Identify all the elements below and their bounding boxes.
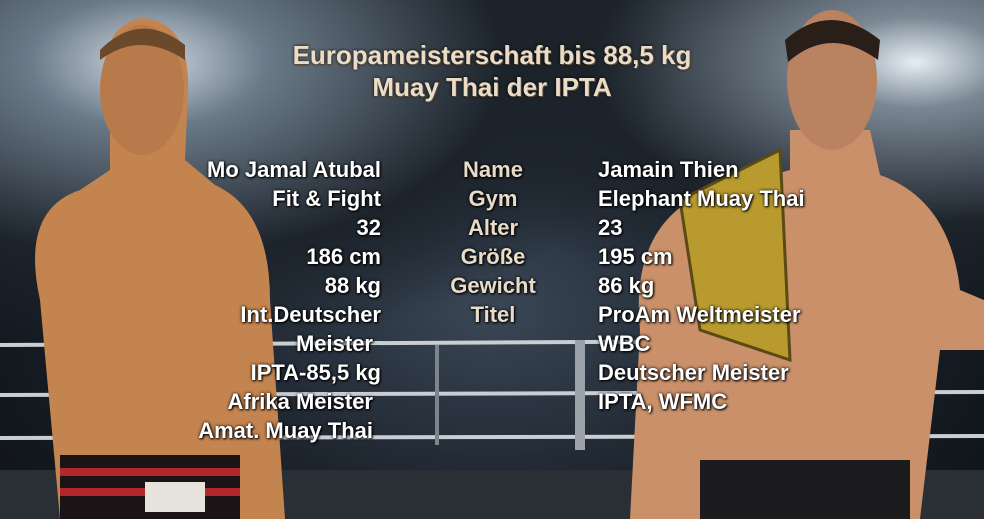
label-title: Titel: [470, 302, 516, 327]
label-gym: Gym: [468, 186, 518, 211]
right-height: 195 cm: [598, 244, 673, 269]
label-age: Alter: [467, 215, 519, 240]
left-title-4: Afrika Meister: [227, 389, 373, 414]
left-title-2: Meister: [295, 331, 373, 356]
left-gym: Fit & Fight: [272, 186, 381, 211]
left-name: Mo Jamal Atubal: [207, 157, 381, 182]
left-weight: 88 kg: [324, 273, 381, 298]
right-title-1: ProAm Weltmeister: [598, 302, 801, 327]
right-title-2: WBC: [598, 331, 651, 356]
left-age: 32: [356, 215, 381, 240]
left-height: 186 cm: [306, 244, 381, 269]
fighter-left-image: [35, 18, 285, 519]
left-title-1: Int.Deutscher: [240, 302, 381, 327]
event-title: Europameisterschaft bis 88,5 kg: [292, 40, 692, 70]
championship-belt-image: [678, 147, 792, 363]
left-title-5: Amat. Muay Thai: [198, 418, 373, 443]
right-title-4: IPTA, WFMC: [598, 389, 728, 414]
label-name: Name: [463, 157, 523, 182]
right-gym: Elephant Muay Thai: [598, 186, 805, 211]
fighter-right-stats: Jamain Thien Elephant Muay Thai 23 195 c…: [598, 155, 805, 416]
right-weight: 86 kg: [598, 273, 655, 298]
event-subtitle: Muay Thai der IPTA: [372, 72, 612, 102]
label-height: Größe: [460, 244, 526, 269]
label-weight: Gewicht: [450, 273, 536, 298]
right-name: Jamain Thien: [598, 157, 739, 182]
fighter-right-image: [630, 10, 984, 519]
right-age: 23: [598, 215, 623, 240]
fighter-left-stats: Mo Jamal Atubal Fit & Fight 32 186 cm 88…: [198, 155, 381, 445]
left-title-3: IPTA-85,5 kg: [250, 360, 381, 385]
right-title-3: Deutscher Meister: [598, 360, 789, 385]
stat-labels: Name Gym Alter Größe Gewicht Titel: [420, 155, 566, 329]
